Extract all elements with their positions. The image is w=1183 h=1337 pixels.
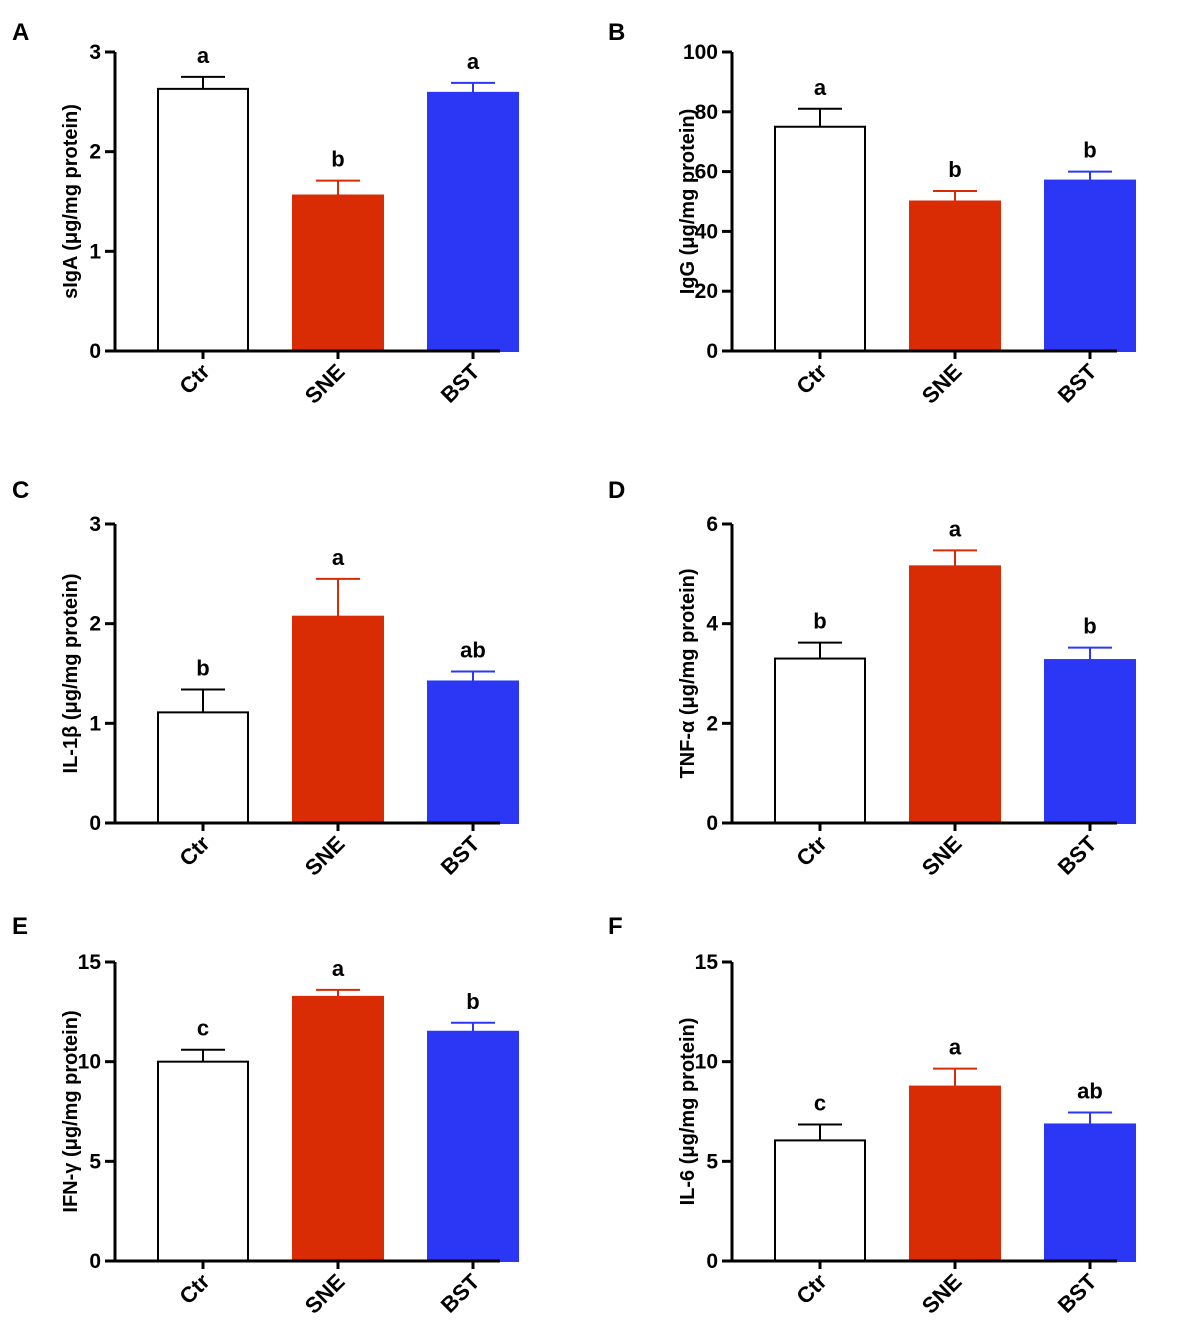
significance-label: c — [197, 1016, 209, 1041]
significance-label: b — [331, 147, 344, 172]
bar-sne — [909, 200, 1001, 352]
y-axis-title: IL-1β (μg/mg protein) — [60, 574, 82, 774]
x-tick-label: BST — [1053, 1268, 1102, 1317]
bar-bst — [427, 1030, 519, 1263]
x-tick-label: SNE — [300, 831, 350, 881]
significance-label: b — [466, 989, 479, 1014]
significance-label: a — [814, 75, 827, 100]
x-tick-label: SNE — [917, 1269, 967, 1319]
y-axis-title: IL-6 (μg/mg protein) — [677, 1018, 699, 1206]
x-tick-label: Ctr — [174, 1269, 214, 1309]
x-tick-label: Ctr — [791, 1269, 831, 1309]
significance-label: c — [814, 1090, 826, 1115]
bar-ctr — [157, 711, 249, 824]
significance-label: a — [949, 1035, 962, 1060]
x-tick-label: Ctr — [791, 359, 831, 399]
bar-sne — [909, 1085, 1001, 1263]
y-tick-label: 10 — [695, 1051, 718, 1074]
y-tick-label: 0 — [706, 812, 718, 835]
y-tick-label: 1 — [89, 240, 101, 263]
x-tick-label: Ctr — [791, 831, 831, 871]
y-tick-label: 0 — [706, 340, 718, 363]
y-tick-label: 3 — [89, 41, 101, 64]
significance-label: ab — [1077, 1078, 1103, 1103]
y-axis-title: IFN-γ (μg/mg protein) — [60, 1010, 82, 1212]
y-tick-label: 0 — [706, 1250, 718, 1273]
bar-ctr — [774, 657, 866, 824]
y-tick-label: 15 — [78, 951, 102, 974]
y-tick-label: 80 — [695, 101, 718, 124]
panel-b-label: B — [608, 19, 625, 46]
panel-a-label: A — [12, 19, 29, 46]
y-tick-label: 0 — [89, 340, 101, 363]
y-tick-label: 3 — [89, 513, 101, 536]
significance-label: a — [197, 43, 210, 68]
significance-label: b — [1083, 614, 1096, 639]
bar-sne — [909, 565, 1001, 824]
y-tick-label: 5 — [89, 1150, 101, 1173]
significance-label: b — [948, 157, 961, 182]
x-tick-label: BST — [436, 1268, 485, 1317]
y-tick-label: 40 — [695, 220, 718, 243]
y-tick-label: 2 — [706, 712, 718, 735]
bar-bst — [427, 680, 519, 824]
x-tick-label: Ctr — [174, 359, 214, 399]
x-tick-label: BST — [436, 358, 485, 407]
significance-label: b — [1083, 138, 1096, 163]
panel-d: Db Ctr a SNE b BST 0 2 4 6 TNF-α (μg/mg protein) — [608, 477, 1136, 881]
panel-d-label: D — [608, 477, 625, 504]
panel-e-label: E — [12, 913, 28, 940]
panel-a: Aa Ctr b SNE a BST 0 1 2 3 sIgA (μg/mg protein) — [12, 19, 519, 409]
y-tick-label: 0 — [89, 1250, 101, 1273]
significance-label: b — [196, 655, 209, 680]
x-tick-label: BST — [436, 830, 485, 879]
bar-ctr — [157, 1060, 249, 1262]
bar-bst — [427, 91, 519, 352]
x-tick-label: SNE — [300, 1269, 350, 1319]
y-axis-title: IgG (μg/mg protein) — [677, 109, 699, 295]
y-tick-label: 2 — [89, 613, 101, 636]
panel-f: Fc Ctr a SNE ab BST 0 5 10 15 IL-6 (μg/mg protein) — [608, 913, 1136, 1319]
bar-ctr — [774, 125, 866, 352]
bar-sne — [292, 194, 384, 352]
significance-label: a — [332, 545, 345, 570]
panel-c: Cb Ctr a SNE ab BST 0 1 2 3 IL-1β (μg/mg protein) — [12, 477, 519, 881]
bar-ctr — [774, 1139, 866, 1262]
significance-label: a — [949, 516, 962, 541]
bar-ctr — [157, 87, 249, 352]
bar-sne — [292, 995, 384, 1263]
y-tick-label: 60 — [695, 161, 718, 184]
x-tick-label: BST — [1053, 358, 1102, 407]
y-axis-title: TNF-α (μg/mg protein) — [677, 568, 699, 778]
y-tick-label: 0 — [89, 812, 101, 835]
x-tick-label: SNE — [300, 359, 350, 409]
y-tick-label: 6 — [706, 513, 718, 536]
significance-label: a — [467, 49, 480, 74]
y-tick-label: 100 — [683, 41, 718, 64]
y-tick-label: 15 — [695, 951, 719, 974]
y-axis-title: sIgA (μg/mg protein) — [60, 104, 82, 299]
x-tick-label: SNE — [917, 831, 967, 881]
y-tick-label: 2 — [89, 141, 101, 164]
y-tick-label: 4 — [706, 613, 718, 636]
x-tick-label: SNE — [917, 359, 967, 409]
y-tick-label: 10 — [78, 1051, 101, 1074]
bar-bst — [1044, 179, 1136, 352]
panel-f-label: F — [608, 913, 623, 940]
y-tick-label: 1 — [89, 712, 101, 735]
y-tick-label: 5 — [706, 1150, 718, 1173]
panel-c-label: C — [12, 477, 29, 504]
bar-bst — [1044, 1123, 1136, 1262]
significance-label: ab — [460, 638, 486, 663]
panel-e: Ec Ctr a SNE b BST 0 5 10 15 IFN-γ (μg/mg protein) — [12, 913, 519, 1319]
bar-sne — [292, 615, 384, 824]
significance-label: a — [332, 956, 345, 981]
x-tick-label: BST — [1053, 830, 1102, 879]
x-tick-label: Ctr — [174, 831, 214, 871]
bar-bst — [1044, 659, 1136, 824]
significance-label: b — [813, 609, 826, 634]
panel-b: Ba Ctr b SNE b BST 0 20 40 60 80 100 IgG (μg/mg prot… — [608, 19, 1136, 409]
y-tick-label: 20 — [695, 280, 718, 303]
